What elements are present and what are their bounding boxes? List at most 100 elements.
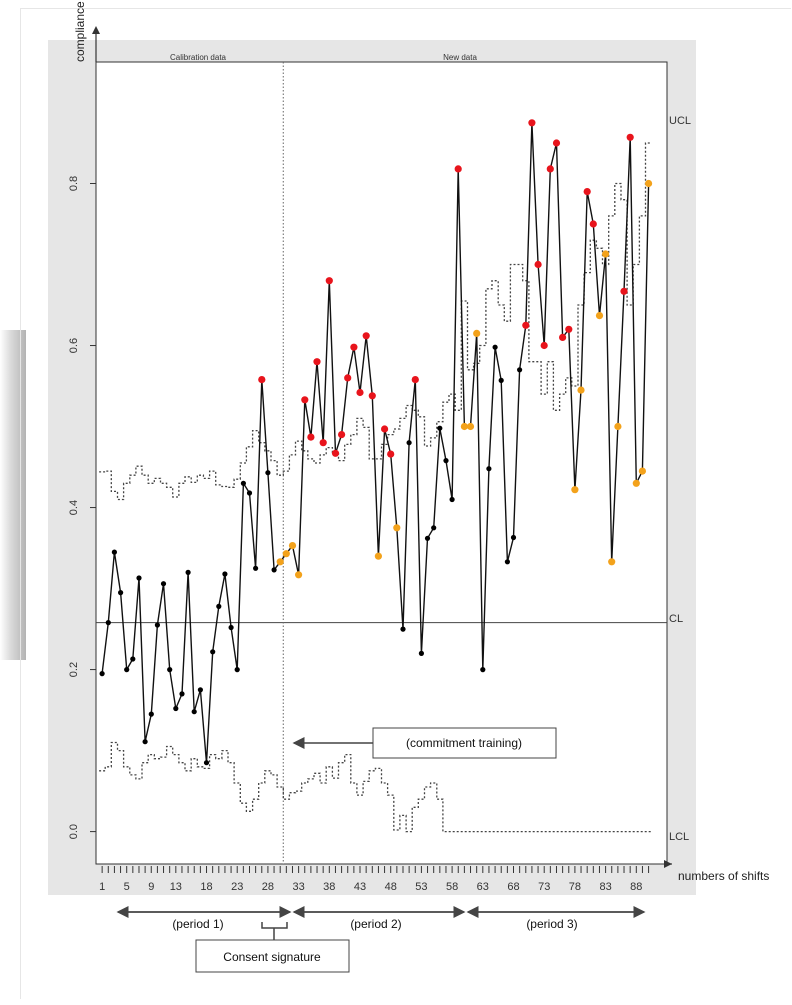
period-1-label: (period 1) bbox=[172, 917, 223, 931]
x-tick-label-2: 9 bbox=[148, 881, 154, 893]
point-72 bbox=[534, 260, 542, 269]
point-78 bbox=[571, 486, 579, 494]
point-51 bbox=[406, 440, 412, 446]
left-shadow-decoration bbox=[0, 330, 26, 660]
consent-signature-text: Consent signature bbox=[223, 950, 321, 964]
x-tick-label-7: 33 bbox=[292, 881, 304, 893]
point-13 bbox=[173, 705, 179, 712]
point-2 bbox=[105, 620, 111, 626]
x-tick-label-0: 1 bbox=[99, 881, 105, 893]
x-tick-label-10: 48 bbox=[385, 881, 397, 893]
point-43 bbox=[356, 388, 364, 397]
x-tick-label-16: 78 bbox=[569, 881, 581, 893]
point-68 bbox=[510, 534, 517, 541]
point-73 bbox=[540, 341, 548, 350]
point-23 bbox=[234, 667, 240, 673]
point-12 bbox=[167, 667, 173, 673]
point-86 bbox=[620, 287, 628, 295]
point-31 bbox=[282, 550, 290, 558]
x-tick-label-3: 13 bbox=[170, 881, 182, 893]
point-83 bbox=[602, 250, 610, 258]
point-45 bbox=[368, 392, 376, 400]
x-axis-arrowhead bbox=[664, 860, 672, 868]
point-50 bbox=[400, 626, 406, 632]
x-tick-label-11: 53 bbox=[415, 881, 427, 893]
commitment-training-box bbox=[372, 727, 557, 759]
point-42 bbox=[350, 343, 358, 351]
point-35 bbox=[307, 433, 315, 441]
point-10 bbox=[154, 622, 160, 628]
data-markers bbox=[99, 119, 653, 766]
point-14 bbox=[179, 691, 185, 697]
outer-border bbox=[20, 8, 791, 999]
point-11 bbox=[160, 581, 167, 587]
point-67 bbox=[504, 559, 510, 565]
y-axis: 0.0 0.2 0.4 0.6 0.8 bbox=[68, 26, 100, 839]
point-18 bbox=[203, 760, 210, 766]
y-tick-label-0: 0.0 bbox=[68, 824, 80, 839]
x-tick-label-4: 18 bbox=[200, 881, 212, 893]
point-40 bbox=[338, 431, 346, 439]
commitment-training-text: (commitment training) bbox=[406, 736, 522, 750]
y-tick-label-3: 0.6 bbox=[68, 338, 80, 353]
point-56 bbox=[437, 425, 443, 431]
point-8 bbox=[142, 739, 148, 745]
point-47 bbox=[381, 425, 389, 433]
point-89 bbox=[638, 467, 647, 475]
y-axis-title: compliance bbox=[73, 1, 87, 62]
point-62 bbox=[473, 329, 481, 337]
consent-signature-box bbox=[195, 939, 350, 973]
x-tick-label-18: 88 bbox=[630, 881, 642, 893]
point-24 bbox=[240, 480, 246, 486]
center-line-label: CL bbox=[669, 613, 683, 625]
point-26 bbox=[253, 565, 259, 571]
x-tick-label-6: 28 bbox=[262, 881, 274, 893]
period-2-label: (period 2) bbox=[350, 917, 401, 931]
point-41 bbox=[344, 374, 352, 382]
point-48 bbox=[387, 450, 395, 458]
point-36 bbox=[313, 358, 321, 366]
x-tick-label-1: 5 bbox=[124, 881, 130, 893]
point-74 bbox=[546, 165, 554, 173]
point-76 bbox=[559, 333, 567, 341]
point-9 bbox=[148, 711, 154, 717]
point-69 bbox=[517, 367, 523, 373]
y-axis-arrowhead bbox=[92, 26, 100, 34]
x-tick-label-5: 23 bbox=[231, 881, 243, 893]
x-tick-label-13: 63 bbox=[477, 881, 489, 893]
point-71 bbox=[528, 119, 536, 127]
point-17 bbox=[197, 687, 203, 693]
series-compliance bbox=[101, 122, 650, 763]
point-81 bbox=[589, 220, 597, 228]
point-38 bbox=[325, 277, 333, 285]
point-21 bbox=[222, 571, 228, 577]
point-5 bbox=[124, 667, 130, 673]
ucl-label: UCL bbox=[669, 115, 691, 127]
point-54 bbox=[424, 535, 431, 541]
consent-bracket bbox=[261, 922, 288, 940]
control-limits bbox=[96, 62, 667, 864]
point-37 bbox=[319, 439, 327, 447]
point-27 bbox=[258, 376, 266, 384]
point-52 bbox=[411, 376, 419, 384]
point-64 bbox=[486, 466, 492, 472]
point-55 bbox=[431, 525, 437, 531]
x-tick-label-15: 73 bbox=[538, 881, 550, 893]
compliance-line bbox=[101, 122, 650, 763]
x-tick-label-12: 58 bbox=[446, 881, 458, 893]
point-32 bbox=[288, 542, 297, 550]
y-tick-label-2: 0.4 bbox=[68, 500, 80, 515]
lcl-label: LCL bbox=[669, 831, 689, 843]
point-70 bbox=[522, 321, 530, 329]
point-77 bbox=[565, 325, 573, 333]
point-39 bbox=[331, 449, 340, 457]
point-57 bbox=[443, 458, 449, 464]
point-44 bbox=[362, 332, 370, 340]
point-63 bbox=[480, 667, 486, 673]
x-axis-title: numbers of shifts bbox=[678, 869, 769, 883]
point-82 bbox=[595, 312, 604, 320]
point-20 bbox=[216, 603, 222, 610]
point-61 bbox=[466, 422, 475, 431]
lcl-step-line bbox=[99, 741, 652, 833]
point-33 bbox=[295, 571, 303, 579]
